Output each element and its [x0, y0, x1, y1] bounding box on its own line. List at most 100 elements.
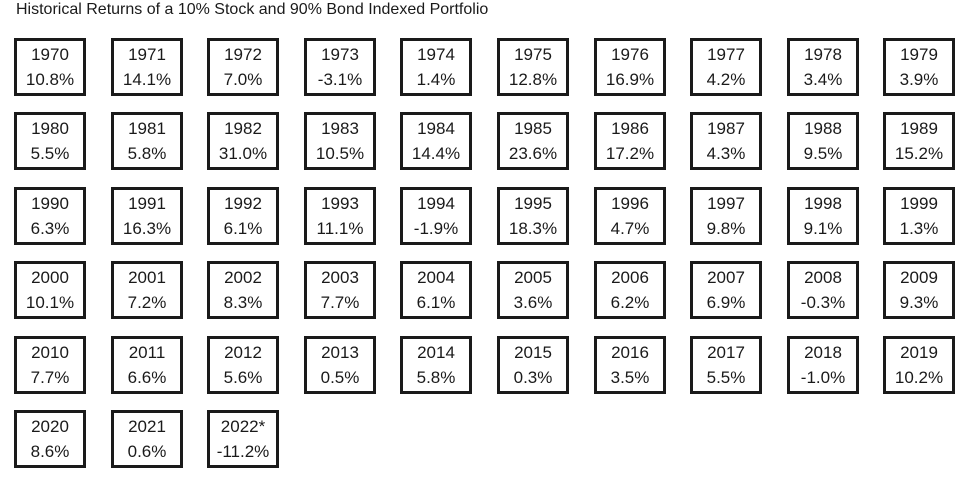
- return-tile: 2011 6.6%: [111, 336, 183, 394]
- return-tile: 1998 9.1%: [787, 187, 859, 245]
- chart-title: Historical Returns of a 10% Stock and 90…: [16, 1, 489, 18]
- return-tile: 2004 6.1%: [400, 261, 472, 319]
- tile-year: 1989: [900, 119, 938, 138]
- return-tile: 2022* -11.2%: [207, 410, 279, 468]
- tile-return: 3.4%: [803, 70, 843, 89]
- tile-return: 5.6%: [223, 368, 263, 387]
- tile-return: 18.3%: [508, 219, 558, 238]
- tile-year: 2021: [128, 417, 166, 436]
- return-tile: 1976 16.9%: [594, 38, 666, 96]
- return-tile: 2017 5.5%: [690, 336, 762, 394]
- tile-year: 1982: [224, 119, 262, 138]
- tile-year: 2001: [128, 268, 166, 287]
- tile-year: 2016: [611, 343, 649, 362]
- tile-return: 1.4%: [416, 70, 456, 89]
- tile-year: 2005: [514, 268, 552, 287]
- tile-year: 1985: [514, 119, 552, 138]
- tile-return: -1.9%: [413, 219, 459, 238]
- tile-return: 23.6%: [508, 144, 558, 163]
- tile-year: 1980: [31, 119, 69, 138]
- tile-year: 2010: [31, 343, 69, 362]
- tile-year: 2018: [804, 343, 842, 362]
- tile-year: 1983: [321, 119, 359, 138]
- tile-return: 1.3%: [899, 219, 939, 238]
- tile-return: 4.2%: [706, 70, 746, 89]
- tile-return: 10.5%: [315, 144, 365, 163]
- tile-year: 1993: [321, 194, 359, 213]
- tile-year: 2009: [900, 268, 938, 287]
- return-tile: 2015 0.3%: [497, 336, 569, 394]
- tile-return: 6.6%: [127, 368, 167, 387]
- return-tile: 1985 23.6%: [497, 112, 569, 170]
- return-tile: 1988 9.5%: [787, 112, 859, 170]
- tile-return: 7.7%: [30, 368, 70, 387]
- tile-return: 6.3%: [30, 219, 70, 238]
- tile-return: 3.9%: [899, 70, 939, 89]
- tile-return: 6.1%: [416, 293, 456, 312]
- return-tile: 1977 4.2%: [690, 38, 762, 96]
- tile-year: 1979: [900, 45, 938, 64]
- tile-return: 6.9%: [706, 293, 746, 312]
- return-tile: 1983 10.5%: [304, 112, 376, 170]
- tile-year: 1999: [900, 194, 938, 213]
- return-tile: 1980 5.5%: [14, 112, 86, 170]
- tile-return: 9.8%: [706, 219, 746, 238]
- tile-return: 10.8%: [25, 70, 75, 89]
- tile-year: 1976: [611, 45, 649, 64]
- return-tile: 1996 4.7%: [594, 187, 666, 245]
- tile-return: 4.3%: [706, 144, 746, 163]
- return-tile: 1994 -1.9%: [400, 187, 472, 245]
- tile-return: 10.2%: [894, 368, 944, 387]
- tile-return: 0.5%: [320, 368, 360, 387]
- return-tile: 1986 17.2%: [594, 112, 666, 170]
- tile-year: 2003: [321, 268, 359, 287]
- tile-return: -11.2%: [216, 442, 270, 461]
- tile-year: 1972: [224, 45, 262, 64]
- return-tile: 2010 7.7%: [14, 336, 86, 394]
- return-tile: 1979 3.9%: [883, 38, 955, 96]
- return-tile: 2000 10.1%: [14, 261, 86, 319]
- tile-year: 1977: [707, 45, 745, 64]
- tile-year: 2022*: [220, 417, 266, 436]
- return-tile: 1993 11.1%: [304, 187, 376, 245]
- return-tile: 1984 14.4%: [400, 112, 472, 170]
- tile-return: 7.2%: [127, 293, 167, 312]
- tile-year: 1987: [707, 119, 745, 138]
- tile-return: 14.4%: [411, 144, 461, 163]
- tile-return: 9.3%: [899, 293, 939, 312]
- tile-year: 1973: [321, 45, 359, 64]
- tile-year: 2007: [707, 268, 745, 287]
- tile-return: 6.2%: [610, 293, 650, 312]
- tile-return: 8.6%: [30, 442, 70, 461]
- return-tile: 1973 -3.1%: [304, 38, 376, 96]
- return-tile: 2018 -1.0%: [787, 336, 859, 394]
- tile-year: 2014: [417, 343, 455, 362]
- tile-year: 2008: [804, 268, 842, 287]
- return-tile: 2009 9.3%: [883, 261, 955, 319]
- tile-year: 1992: [224, 194, 262, 213]
- tile-return: 15.2%: [894, 144, 944, 163]
- tile-year: 2015: [514, 343, 552, 362]
- tile-year: 1988: [804, 119, 842, 138]
- tile-year: 1991: [128, 194, 166, 213]
- return-tile: 2006 6.2%: [594, 261, 666, 319]
- tile-year: 1990: [31, 194, 69, 213]
- tile-year: 1971: [128, 45, 166, 64]
- tile-year: 2002: [224, 268, 262, 287]
- return-tile: 2014 5.8%: [400, 336, 472, 394]
- tile-year: 2000: [31, 268, 69, 287]
- tile-year: 1970: [31, 45, 69, 64]
- tile-return: 4.7%: [610, 219, 650, 238]
- return-tile: 1987 4.3%: [690, 112, 762, 170]
- tile-year: 2019: [900, 343, 938, 362]
- return-tile: 1978 3.4%: [787, 38, 859, 96]
- return-tile: 2012 5.6%: [207, 336, 279, 394]
- return-tile: 1995 18.3%: [497, 187, 569, 245]
- tile-return: 7.7%: [320, 293, 360, 312]
- return-tile: 2008 -0.3%: [787, 261, 859, 319]
- tile-return: 9.5%: [803, 144, 843, 163]
- tile-return: 17.2%: [605, 144, 655, 163]
- tile-return: 5.8%: [416, 368, 456, 387]
- tile-return: 12.8%: [508, 70, 558, 89]
